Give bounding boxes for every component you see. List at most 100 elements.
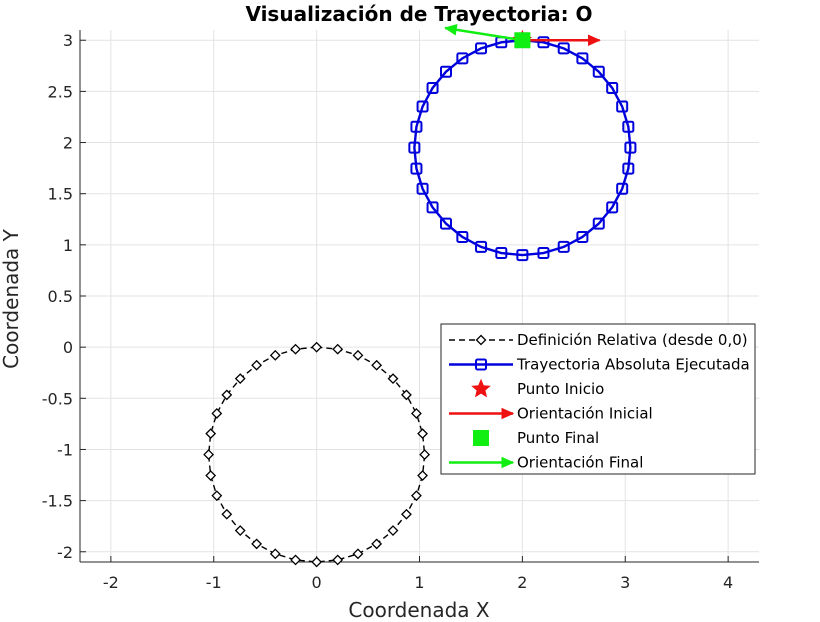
grid-lines (80, 30, 759, 562)
legend-marker (475, 334, 487, 346)
orientation-arrow-head (444, 24, 458, 36)
series-1 (203, 341, 431, 568)
series-marker (332, 554, 344, 566)
y-axis-label: Coordenada Y (0, 228, 23, 369)
x-tick-label: 0 (312, 573, 322, 592)
series-marker (495, 247, 508, 260)
series-marker (352, 349, 364, 361)
series-marker (592, 217, 605, 230)
series-marker (616, 182, 629, 195)
legend-label: Trayectoria Absoluta Ejecutada (516, 356, 750, 374)
end-point-marker (514, 32, 531, 49)
legend-item: Definición Relativa (desde 0,0) (449, 331, 748, 349)
orientation-arrow (522, 34, 601, 47)
series-marker (624, 141, 637, 154)
series-marker (622, 120, 635, 133)
series-marker (537, 36, 550, 49)
legend: Definición Relativa (desde 0,0) Trayector… (440, 323, 756, 475)
series-marker (410, 162, 423, 175)
series-marker (426, 201, 439, 214)
series-marker (290, 554, 301, 566)
legend-marker (475, 358, 487, 371)
series-marker (576, 230, 589, 243)
orientation-arrow-shaft (445, 26, 523, 42)
legend-label: Orientación Inicial (517, 405, 653, 423)
y-tick-label: 1.5 (48, 185, 73, 204)
series-line (413, 39, 632, 257)
series-marker (557, 240, 570, 253)
y-tick-label: -2 (57, 543, 73, 562)
series-marker (332, 343, 344, 355)
axes: -2 -1 0 1 2 3 4 -2 -1.5 -1 -0.5 0 0.5 1 1.5 2 2.5 3 (42, 30, 759, 592)
legend-item: Punto Final (473, 429, 599, 447)
series-marker (622, 162, 635, 175)
series-marker (205, 470, 217, 481)
series-2 (408, 34, 637, 262)
x-tick-label: 3 (620, 573, 630, 592)
series-marker (416, 100, 429, 113)
series-marker (592, 65, 605, 78)
orientation-arrow-head (588, 34, 601, 47)
legend-label: Punto Inicio (517, 380, 604, 398)
series-marker (439, 65, 452, 78)
legend-item: Trayectoria Absoluta Ejecutada (449, 356, 750, 374)
series-marker (251, 538, 263, 550)
series-marker (576, 52, 589, 65)
series-marker (401, 508, 412, 520)
legend-marker (471, 378, 491, 398)
series-marker (234, 525, 246, 536)
chart-title: Visualización de Trayectoria: O (245, 2, 592, 26)
series-marker (557, 42, 570, 55)
series-marker (221, 508, 233, 520)
y-tick-label: -1.5 (42, 492, 73, 511)
series-marker (408, 141, 421, 154)
series-marker (475, 240, 488, 253)
y-tick-label: 0 (63, 338, 73, 357)
series-marker (234, 373, 246, 385)
legend-item: Orientación Final (449, 454, 643, 472)
series-marker (439, 217, 452, 230)
series-marker (371, 359, 383, 371)
series-marker (616, 100, 629, 113)
series-marker (352, 548, 364, 560)
legend-label: Definición Relativa (desde 0,0) (517, 331, 748, 349)
series-line (207, 346, 426, 563)
legend-arrow-head (501, 407, 515, 420)
series-marker (387, 525, 399, 536)
legend-item: Punto Inicio (471, 378, 604, 398)
series-marker (537, 247, 550, 260)
series-marker (203, 449, 215, 460)
x-tick-label: 1 (414, 573, 424, 592)
x-tick-label: 4 (723, 573, 733, 592)
series-marker (290, 343, 301, 355)
series-marker (251, 359, 263, 371)
series-marker (411, 408, 422, 419)
series-marker (311, 556, 323, 568)
y-tick-label: 2 (63, 134, 73, 153)
legend-item: Orientación Inicial (449, 405, 653, 423)
series-marker (269, 349, 281, 361)
series-marker (417, 428, 428, 440)
y-tick-label: 2.5 (48, 82, 73, 101)
series-marker (516, 249, 529, 262)
y-tick-label: -0.5 (42, 389, 73, 408)
legend-arrow-head (501, 456, 515, 469)
legend-label: Orientación Final (517, 454, 643, 472)
y-tick-label: 0.5 (48, 287, 73, 306)
legend-arrow (449, 456, 515, 469)
series-marker (411, 490, 422, 502)
series-marker (456, 230, 469, 243)
series-marker (606, 201, 619, 214)
series-marker (416, 182, 429, 195)
y-tick-label: 3 (63, 31, 73, 50)
series-marker (211, 490, 223, 502)
x-tick-label: -2 (103, 573, 119, 592)
series-marker (475, 42, 488, 55)
y-tick-label: -1 (57, 440, 73, 459)
series-marker (417, 470, 428, 481)
series-marker (419, 449, 431, 460)
legend-label: Punto Final (517, 429, 599, 447)
y-tick-label: 1 (63, 236, 73, 255)
series-marker (410, 120, 423, 133)
